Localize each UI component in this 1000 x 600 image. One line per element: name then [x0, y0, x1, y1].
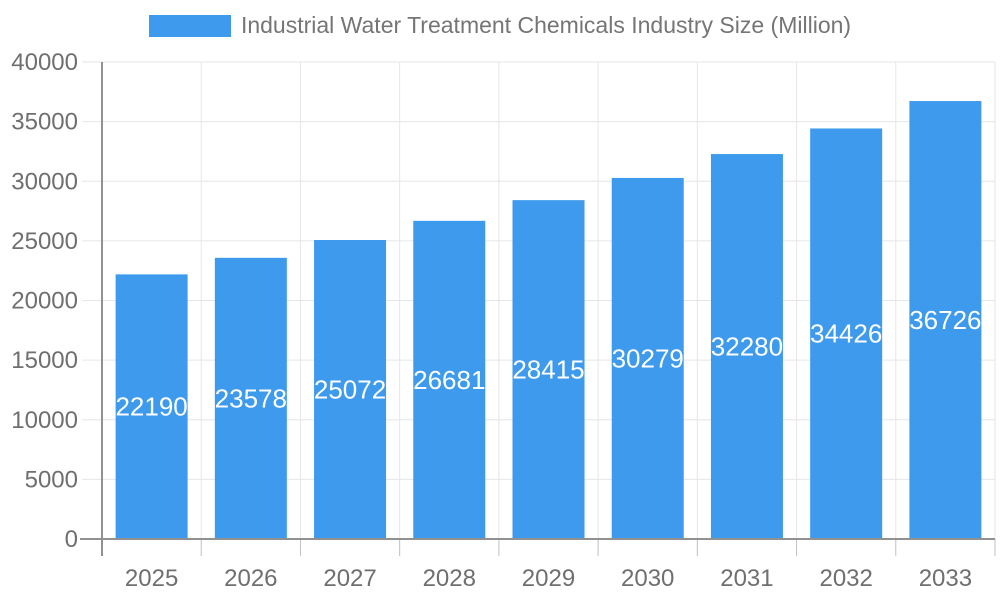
x-axis-tick-label: 2030: [621, 565, 674, 592]
bar: [512, 200, 585, 539]
bar: [909, 101, 982, 539]
bar: [710, 154, 783, 539]
x-axis-tick-label: 2029: [522, 565, 575, 592]
y-axis-tick-label: 35000: [11, 109, 78, 136]
y-axis-tick-label: 20000: [11, 288, 78, 315]
bar-value-label: 28415: [512, 355, 584, 385]
y-axis-tick-label: 10000: [11, 407, 78, 434]
bar: [214, 257, 287, 539]
bar-value-label: 30279: [612, 343, 684, 373]
bar-value-label: 36726: [909, 305, 981, 335]
x-axis-tick-label: 2025: [125, 565, 178, 592]
y-axis-tick-label: 5000: [25, 466, 78, 493]
x-axis-tick-label: 2033: [919, 565, 972, 592]
bar-value-label: 23578: [215, 383, 287, 413]
bar-value-label: 32280: [711, 332, 783, 362]
legend-label: Industrial Water Treatment Chemicals Ind…: [240, 12, 852, 38]
y-axis-tick-label: 30000: [11, 168, 78, 195]
x-axis-tick-label: 2032: [819, 565, 872, 592]
y-axis-tick-label: 15000: [11, 347, 78, 374]
x-axis-tick-label: 2027: [323, 565, 376, 592]
bar: [314, 240, 387, 539]
chart-legend[interactable]: Industrial Water Treatment Chemicals Ind…: [0, 12, 1000, 39]
legend-swatch: [148, 14, 231, 37]
bar: [611, 177, 684, 540]
bar-value-label: 34426: [810, 319, 882, 349]
bar-value-label: 26681: [413, 365, 485, 395]
bar: [413, 220, 486, 539]
bar: [810, 128, 883, 539]
y-axis-tick-label: 40000: [11, 49, 78, 76]
y-axis-tick-label: 0: [65, 526, 78, 553]
bar-value-label: 25072: [314, 375, 386, 405]
x-axis-tick-label: 2031: [720, 565, 773, 592]
x-axis-tick-label: 2028: [423, 565, 476, 592]
y-axis-tick-label: 25000: [11, 228, 78, 255]
x-axis-tick-label: 2026: [224, 565, 277, 592]
bar: [115, 274, 188, 539]
bar-value-label: 22190: [115, 392, 187, 422]
